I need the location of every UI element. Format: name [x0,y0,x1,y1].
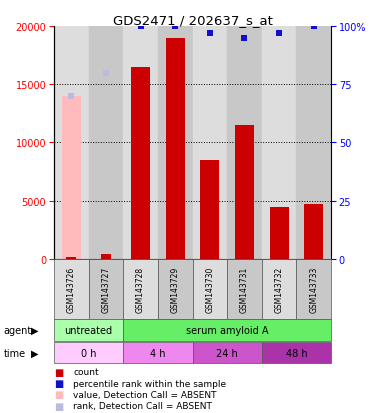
Text: 0 h: 0 h [81,348,96,358]
Bar [123,342,192,363]
Text: serum amyloid A: serum amyloid A [186,325,268,335]
Bar [296,27,331,259]
Text: count: count [73,367,99,376]
Bar [54,27,89,259]
Bar [54,259,89,319]
Text: ■: ■ [54,389,63,399]
Text: 24 h: 24 h [216,348,238,358]
Text: percentile rank within the sample: percentile rank within the sample [73,379,226,387]
Text: ▶: ▶ [31,325,38,335]
Bar [192,27,227,259]
Bar [67,258,76,259]
Text: GSM143730: GSM143730 [205,266,214,313]
Text: GSM143728: GSM143728 [136,266,145,312]
Text: ▶: ▶ [31,348,38,358]
Bar [131,68,150,259]
Text: 4 h: 4 h [150,348,166,358]
Bar [101,255,110,259]
Bar [123,319,331,341]
Bar [262,259,296,319]
Bar [304,205,323,259]
Text: GSM143726: GSM143726 [67,266,76,312]
Text: GSM143729: GSM143729 [171,266,180,312]
Text: ■: ■ [54,401,63,411]
Text: ■: ■ [54,378,63,388]
Bar [200,161,219,259]
Bar [89,27,123,259]
Bar [192,259,227,319]
Bar [227,27,262,259]
Bar [192,342,262,363]
Text: rank, Detection Call = ABSENT: rank, Detection Call = ABSENT [73,401,212,410]
Text: GSM143733: GSM143733 [309,266,318,313]
Bar [54,342,123,363]
Bar [123,259,158,319]
Text: 48 h: 48 h [286,348,307,358]
Bar [262,27,296,259]
Text: ■: ■ [54,367,63,377]
Bar [227,259,262,319]
Bar [296,259,331,319]
Bar [262,342,331,363]
Bar [235,126,254,259]
Bar [62,97,81,259]
Text: GSM143732: GSM143732 [275,266,284,312]
Text: GSM143727: GSM143727 [101,266,110,312]
Text: GSM143731: GSM143731 [240,266,249,312]
Text: agent: agent [4,325,32,335]
Text: GDS2471 / 202637_s_at: GDS2471 / 202637_s_at [112,14,273,27]
Bar [89,259,123,319]
Text: time: time [4,348,26,358]
Bar [166,38,185,259]
Bar [270,207,289,259]
Bar [158,259,192,319]
Text: value, Detection Call = ABSENT: value, Detection Call = ABSENT [73,390,217,399]
Text: untreated: untreated [65,325,113,335]
Bar [54,319,123,341]
Bar [158,27,192,259]
Bar [123,27,158,259]
